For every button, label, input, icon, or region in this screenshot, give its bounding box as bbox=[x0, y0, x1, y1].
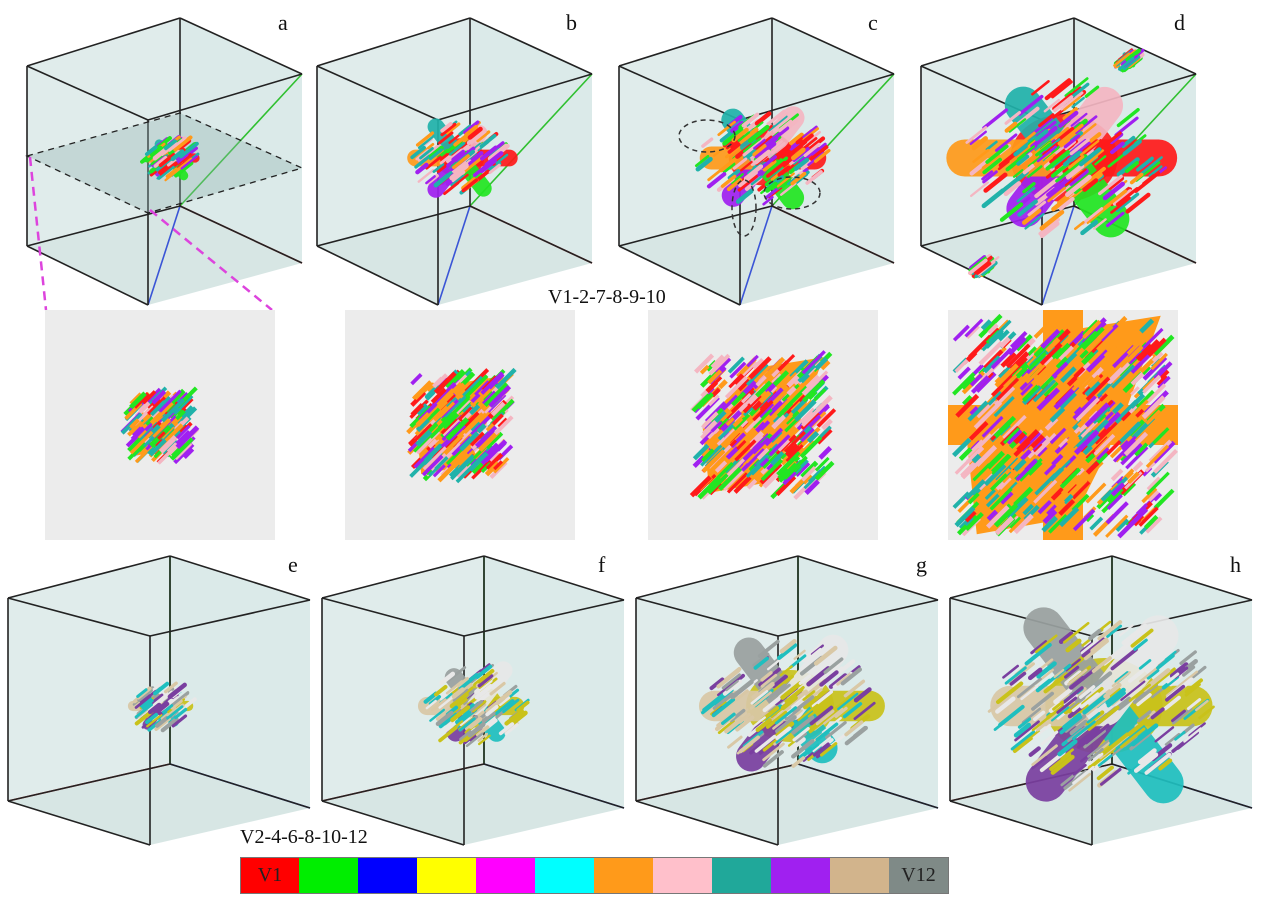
cube-b bbox=[316, 17, 593, 306]
slice-c bbox=[648, 310, 878, 540]
panel-letter-f: f bbox=[598, 552, 606, 577]
slice-pattern-2 bbox=[689, 350, 837, 500]
cube-d bbox=[920, 17, 1197, 306]
grain-cluster-e bbox=[127, 680, 197, 733]
legend-swatch-10 bbox=[771, 858, 830, 893]
cube-f bbox=[321, 555, 625, 846]
highlight-ellipse-1 bbox=[678, 119, 736, 153]
panel-g: g bbox=[632, 548, 942, 848]
grain-cluster-c bbox=[694, 106, 831, 210]
legend-swatch-9 bbox=[712, 858, 771, 893]
series-top-label: V1-2-7-8-9-10 bbox=[548, 286, 666, 308]
cube-a bbox=[25, 17, 304, 306]
legend-swatch-8 bbox=[653, 858, 712, 893]
highlight-ellipse-2 bbox=[763, 176, 821, 210]
panel-c: c bbox=[612, 8, 902, 308]
grain-cluster-f bbox=[417, 661, 530, 748]
legend-swatch-2 bbox=[299, 858, 358, 893]
cube-e bbox=[7, 555, 311, 846]
cube-c bbox=[618, 17, 895, 306]
slice-pattern-1 bbox=[406, 367, 517, 484]
grain-cluster-h bbox=[987, 607, 1215, 804]
grain-satellite-2 bbox=[968, 254, 1000, 279]
cube-g bbox=[635, 555, 939, 846]
legend-swatch-11 bbox=[830, 858, 889, 893]
panel-letter-a: a bbox=[278, 10, 288, 35]
panel-a: a bbox=[20, 8, 310, 308]
legend-swatch-12: V12 bbox=[889, 858, 948, 893]
slice-pattern-3 bbox=[948, 310, 1178, 540]
slice-b bbox=[345, 310, 575, 540]
legend-swatch-4 bbox=[417, 858, 476, 893]
slice-a bbox=[45, 310, 275, 540]
cube-h bbox=[949, 555, 1253, 846]
grain-cluster-d bbox=[946, 77, 1178, 239]
slice-d bbox=[948, 310, 1178, 540]
panel-letter-c: c bbox=[868, 10, 878, 35]
panel-d: d bbox=[914, 8, 1204, 308]
panel-letter-g: g bbox=[916, 552, 927, 577]
panel-b: b bbox=[310, 8, 600, 308]
slice-pattern-0 bbox=[120, 386, 200, 465]
variant-color-legend: V1 V12 bbox=[240, 857, 949, 894]
panel-letter-b: b bbox=[566, 10, 577, 35]
legend-swatch-6 bbox=[535, 858, 594, 893]
grain-cluster-g bbox=[698, 634, 885, 772]
grain-cluster-a bbox=[140, 134, 200, 182]
panel-letter-e: e bbox=[288, 552, 298, 577]
legend-swatch-5 bbox=[476, 858, 535, 893]
legend-swatch-3 bbox=[358, 858, 417, 893]
grain-cluster-b bbox=[407, 118, 518, 198]
panel-letter-d: d bbox=[1174, 10, 1185, 35]
panel-e: e bbox=[4, 548, 314, 848]
legend-swatch-7 bbox=[594, 858, 653, 893]
series-bottom-label: V2-4-6-8-10-12 bbox=[240, 826, 368, 848]
panel-h: h bbox=[946, 548, 1261, 848]
legend-swatch-1: V1 bbox=[241, 858, 299, 893]
panel-f: f bbox=[318, 548, 628, 848]
grain-satellite-1 bbox=[1113, 48, 1145, 73]
highlight-ellipse-3 bbox=[731, 179, 757, 237]
panel-letter-h: h bbox=[1230, 552, 1241, 577]
